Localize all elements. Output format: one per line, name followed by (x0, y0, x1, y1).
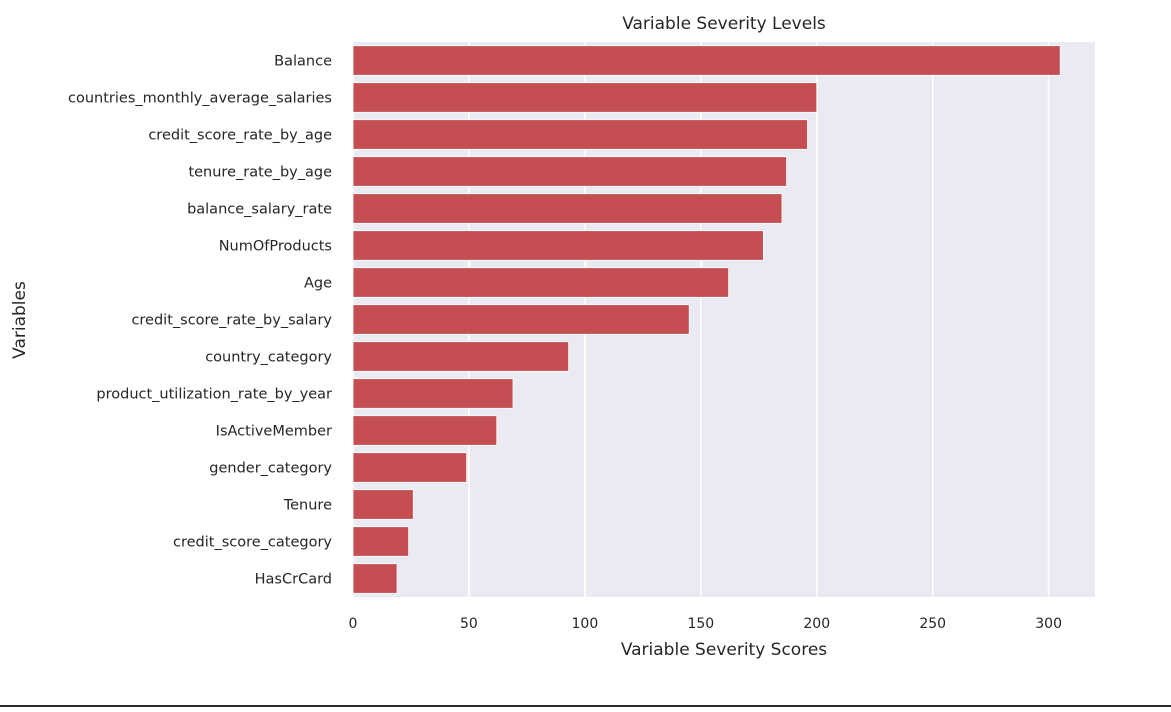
bar (352, 341, 570, 372)
bar (352, 82, 818, 113)
y-tick-label: product_utilization_rate_by_year (96, 387, 332, 403)
y-tick-label: credit_score_rate_by_age (148, 128, 332, 144)
y-tick-label: Balance (274, 54, 332, 70)
y-axis-label: Variables (10, 281, 30, 359)
x-tick-labels: 0 50 100 150 200 250 300 (349, 616, 1062, 632)
bar (352, 452, 468, 483)
y-tick-label: NumOfProducts (219, 239, 332, 255)
x-tick-label: 50 (460, 616, 478, 632)
bar (352, 563, 398, 594)
bar (352, 526, 410, 557)
y-tick-label: countries_monthly_average_salaries (68, 91, 332, 107)
bar (352, 378, 514, 409)
bar (352, 45, 1061, 76)
y-tick-label: credit_score_rate_by_salary (131, 313, 332, 329)
bar (352, 489, 414, 520)
bar (352, 119, 808, 150)
y-tick-label: gender_category (209, 461, 332, 477)
y-tick-label: IsActiveMember (216, 424, 332, 440)
y-tick-label: balance_salary_rate (187, 202, 332, 218)
y-tick-label: Age (304, 276, 332, 292)
bar (352, 304, 690, 335)
x-tick-label: 100 (572, 616, 599, 632)
x-tick-label: 300 (1035, 616, 1062, 632)
bar (352, 156, 788, 187)
y-tick-labels: Balance countries_monthly_average_salarie… (68, 54, 332, 588)
chart-title: Variable Severity Levels (622, 14, 826, 34)
y-tick-label: tenure_rate_by_age (188, 165, 332, 181)
y-tick-label: Tenure (283, 498, 332, 514)
x-tick-label: 150 (687, 616, 714, 632)
y-tick-label: country_category (205, 350, 332, 366)
bar (352, 230, 764, 261)
y-tick-label: HasCrCard (255, 572, 332, 588)
x-axis-label: Variable Severity Scores (621, 640, 827, 660)
x-tick-label: 250 (919, 616, 946, 632)
bar (352, 415, 498, 446)
bottom-divider (0, 705, 1171, 707)
bar (352, 267, 730, 298)
bars (352, 45, 1061, 594)
y-tick-label: credit_score_category (173, 535, 332, 551)
bar (352, 193, 783, 224)
x-tick-label: 0 (349, 616, 358, 632)
x-tick-label: 200 (803, 616, 830, 632)
